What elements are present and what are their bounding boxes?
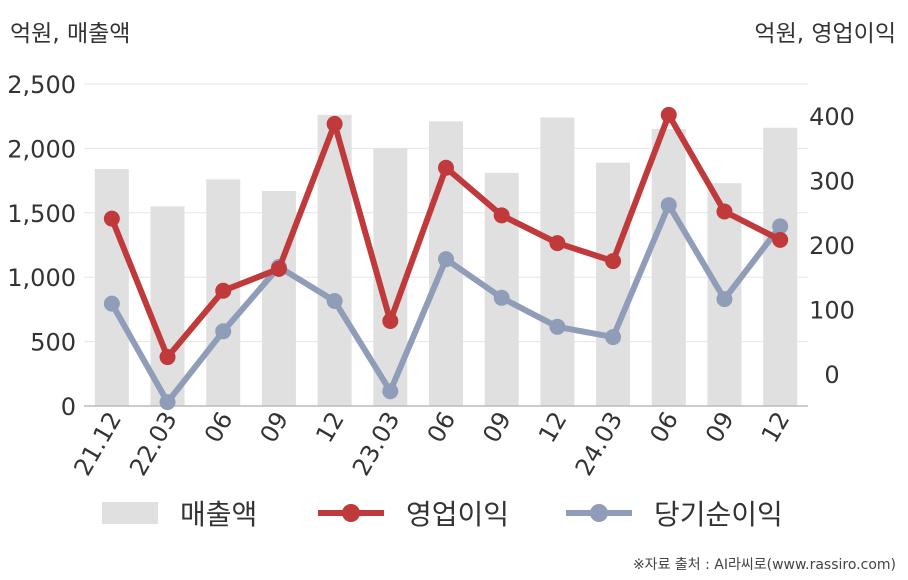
point-net-income [660, 197, 677, 214]
right-tick-label: 0 [824, 361, 839, 389]
point-net-income [103, 295, 120, 312]
left-y-axis-ticks: 0 500 1,000 1,500 2,000 2,500 [7, 71, 76, 421]
point-net-income [438, 251, 454, 268]
right-tick-label: 400 [809, 103, 855, 131]
revenue-bars [94, 114, 798, 407]
right-y-axis-ticks: 0 100 200 300 400 [809, 103, 855, 389]
bar-revenue [261, 190, 296, 406]
left-tick-label: 2,500 [7, 71, 76, 99]
point-operating-profit [549, 235, 566, 252]
point-net-income [716, 291, 733, 308]
point-operating-profit [159, 349, 176, 366]
x-tick-label: 06 [199, 407, 239, 447]
point-operating-profit [493, 207, 510, 224]
bar-revenue [94, 169, 129, 406]
x-tick-label: 12 [533, 407, 573, 447]
legend-label-operating-profit: 영업이익 [406, 498, 510, 531]
point-operating-profit [605, 253, 622, 270]
revenue-swatch [102, 502, 158, 524]
point-operating-profit [716, 203, 733, 220]
point-operating-profit [438, 159, 454, 176]
legend-item-revenue: 매출액 [102, 490, 257, 536]
point-net-income [326, 293, 343, 310]
legend-item-operating-profit: 영업이익 [318, 490, 509, 536]
point-operating-profit [660, 106, 677, 123]
point-operating-profit [215, 282, 232, 299]
x-tick-label: 06 [422, 407, 462, 447]
point-net-income [493, 289, 510, 306]
right-tick-label: 200 [809, 232, 855, 260]
x-tick-label: 21.12 [68, 407, 127, 481]
bar-revenue [651, 129, 686, 406]
legend-label-revenue: 매출액 [180, 498, 258, 531]
net-income-swatch [566, 502, 632, 524]
point-net-income [549, 318, 566, 335]
point-net-income [605, 329, 622, 346]
right-axis-unit-label: 억원, 영업이익 [754, 21, 896, 47]
bar-revenue [596, 162, 631, 406]
left-tick-label: 1,500 [7, 200, 76, 228]
bar-revenue [763, 127, 798, 407]
legend: 매출액 영업이익 당기순이익 [0, 490, 908, 540]
point-net-income [215, 323, 232, 340]
x-tick-label: 24.03 [570, 407, 629, 481]
point-operating-profit [103, 210, 120, 227]
bar-revenue [540, 117, 575, 406]
point-net-income [772, 218, 789, 235]
legend-label-net-income: 당기순이익 [654, 498, 783, 531]
x-tick-label: 12 [310, 407, 350, 447]
x-tick-label: 22.03 [124, 407, 183, 481]
right-tick-label: 100 [809, 296, 855, 324]
x-tick-label: 06 [644, 407, 684, 447]
bar-revenue [150, 206, 185, 406]
legend-item-net-income: 당기순이익 [566, 490, 783, 536]
x-tick-label: 23.03 [347, 407, 406, 481]
left-tick-label: 2,000 [7, 135, 76, 163]
point-operating-profit [382, 312, 399, 329]
x-tick-label: 09 [700, 407, 740, 447]
combo-chart: 0 500 1,000 1,500 2,000 2,500 0 100 200 300 400 2… [7, 71, 855, 481]
left-tick-label: 1,000 [7, 264, 76, 292]
left-tick-label: 500 [30, 329, 76, 357]
x-tick-label: 09 [477, 407, 517, 447]
profit-lines [103, 106, 789, 411]
operating-profit-swatch [318, 502, 384, 524]
point-operating-profit [270, 260, 287, 277]
point-net-income [382, 383, 399, 400]
x-tick-label: 12 [756, 407, 796, 447]
x-tick-label: 09 [255, 407, 295, 447]
left-axis-unit-label: 억원, 매출액 [10, 21, 131, 47]
point-operating-profit [326, 115, 343, 132]
point-net-income [159, 394, 176, 411]
left-tick-label: 0 [61, 393, 76, 421]
right-tick-label: 300 [809, 168, 855, 196]
source-credit: ※자료 출처 : AI라씨로(www.rassiro.com) [632, 557, 896, 573]
point-operating-profit [772, 231, 789, 248]
